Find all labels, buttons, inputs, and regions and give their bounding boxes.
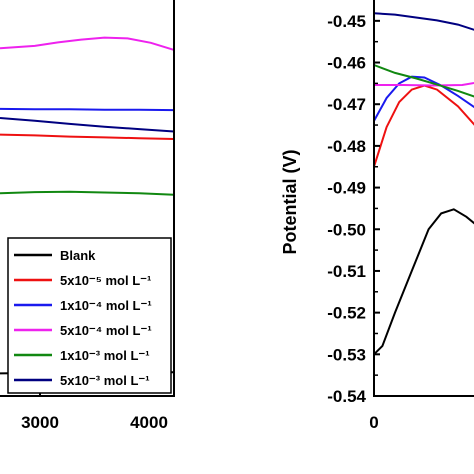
legend: Blank 5x10⁻⁵ mol L⁻¹ 1x10⁻⁴ mol L⁻¹ 5x10⁻⁴ …: [7, 237, 172, 394]
right-y-tick-label: -0.54: [327, 387, 366, 406]
legend-label: 1x10⁻³ mol L⁻¹: [60, 348, 150, 363]
legend-label: Blank: [60, 248, 96, 263]
legend-label: 5x10⁻³ mol L⁻¹: [60, 373, 150, 388]
right-y-tick-label: -0.52: [327, 304, 366, 323]
legend-box: [7, 237, 172, 394]
left-series-line-1: [0, 133, 175, 140]
right-x-tick-label-0: 0: [369, 413, 378, 432]
right-y-tick-label: -0.50: [327, 220, 366, 239]
legend-label: 1x10⁻⁴ mol L⁻¹: [60, 298, 152, 313]
left-panel: 3000 4000 Blank 5x10⁻⁵ mol L⁻¹ 1x10⁻⁴ mol …: [0, 0, 175, 432]
right-series-line-0: [373, 208, 474, 356]
right-y-tick-label: -0.46: [327, 54, 366, 73]
right-series-line-5: [373, 12, 474, 31]
right-y-axis-title: Potential (V): [280, 149, 300, 254]
right-y-tick-label: -0.47: [327, 95, 366, 114]
legend-label: 5x10⁻⁵ mol L⁻¹: [60, 273, 151, 288]
right-y-tick-label: -0.45: [327, 12, 366, 31]
left-series-line-2: [0, 107, 175, 112]
right-series-line-2: [373, 75, 474, 122]
left-axes-frame: [0, 0, 175, 397]
right-y-tick-label: -0.53: [327, 345, 366, 364]
left-x-tick-label-4000: 4000: [130, 413, 168, 432]
legend-label: 5x10⁻⁴ mol L⁻¹: [60, 323, 152, 338]
right-series-line-3: [374, 81, 474, 87]
left-x-tick-label-3000: 3000: [21, 413, 59, 432]
right-y-tick-label: -0.49: [327, 179, 366, 198]
right-plot-area: [373, 12, 474, 356]
right-panel: -0.45 -0.46 -0.47 -0.48 -0.49 -0.50 -0.51 -0.52…: [280, 0, 474, 432]
right-y-tick-label: -0.51: [327, 262, 366, 281]
right-y-tick-label: -0.48: [327, 137, 366, 156]
left-series-line-4: [0, 190, 175, 196]
left-series-line-5: [0, 117, 175, 133]
left-series-line-3: [0, 36, 175, 51]
right-series-line-4: [373, 64, 474, 98]
right-axes-frame: [373, 0, 474, 397]
